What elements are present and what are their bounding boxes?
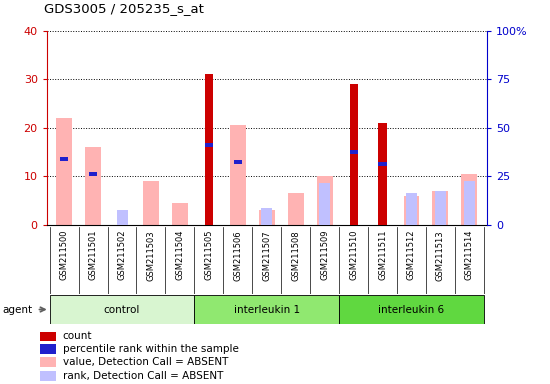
Text: GSM211510: GSM211510 — [349, 230, 358, 280]
Bar — [230, 125, 246, 225]
Bar — [350, 84, 358, 225]
Bar — [432, 191, 448, 225]
Bar — [85, 147, 101, 225]
Bar — [40, 344, 56, 354]
Bar — [56, 118, 72, 225]
Bar — [317, 176, 333, 225]
Bar — [259, 210, 274, 225]
Bar — [378, 123, 387, 225]
Text: GSM211500: GSM211500 — [59, 230, 69, 280]
Bar — [350, 150, 358, 154]
Bar — [143, 181, 159, 225]
Text: value, Detection Call = ABSENT: value, Detection Call = ABSENT — [63, 357, 228, 367]
Bar — [40, 371, 56, 381]
Bar — [288, 193, 304, 225]
Bar — [194, 295, 339, 324]
Bar — [339, 295, 484, 324]
Text: agent: agent — [3, 305, 33, 314]
Bar — [319, 184, 330, 225]
Text: GDS3005 / 205235_s_at: GDS3005 / 205235_s_at — [44, 2, 204, 15]
Text: rank, Detection Call = ABSENT: rank, Detection Call = ABSENT — [63, 371, 223, 381]
Text: GSM211508: GSM211508 — [291, 230, 300, 281]
Text: GSM211507: GSM211507 — [262, 230, 271, 281]
Text: GSM211509: GSM211509 — [320, 230, 329, 280]
Text: control: control — [104, 305, 140, 314]
Bar — [172, 203, 188, 225]
Text: GSM211512: GSM211512 — [407, 230, 416, 280]
Text: GSM211501: GSM211501 — [89, 230, 97, 280]
Text: GSM211503: GSM211503 — [146, 230, 156, 281]
Text: percentile rank within the sample: percentile rank within the sample — [63, 344, 238, 354]
Bar — [461, 174, 477, 225]
Bar — [234, 159, 242, 164]
Text: interleukin 1: interleukin 1 — [234, 305, 300, 314]
Bar — [464, 181, 475, 225]
Bar — [378, 162, 387, 166]
Bar — [404, 195, 420, 225]
Bar — [261, 208, 272, 225]
Text: interleukin 6: interleukin 6 — [378, 305, 444, 314]
Bar — [205, 142, 213, 147]
Text: GSM211504: GSM211504 — [175, 230, 184, 280]
Bar — [205, 74, 213, 225]
Text: GSM211514: GSM211514 — [465, 230, 474, 280]
Bar — [89, 172, 97, 176]
Bar — [40, 357, 56, 367]
Bar — [50, 295, 194, 324]
Text: GSM211505: GSM211505 — [205, 230, 213, 280]
Text: GSM211506: GSM211506 — [233, 230, 243, 281]
Bar — [406, 193, 417, 225]
Text: GSM211511: GSM211511 — [378, 230, 387, 280]
Bar — [117, 210, 128, 225]
Bar — [60, 157, 68, 161]
Text: count: count — [63, 331, 92, 341]
Bar — [40, 332, 56, 341]
Text: GSM211502: GSM211502 — [118, 230, 127, 280]
Bar — [435, 191, 446, 225]
Text: GSM211513: GSM211513 — [436, 230, 445, 281]
